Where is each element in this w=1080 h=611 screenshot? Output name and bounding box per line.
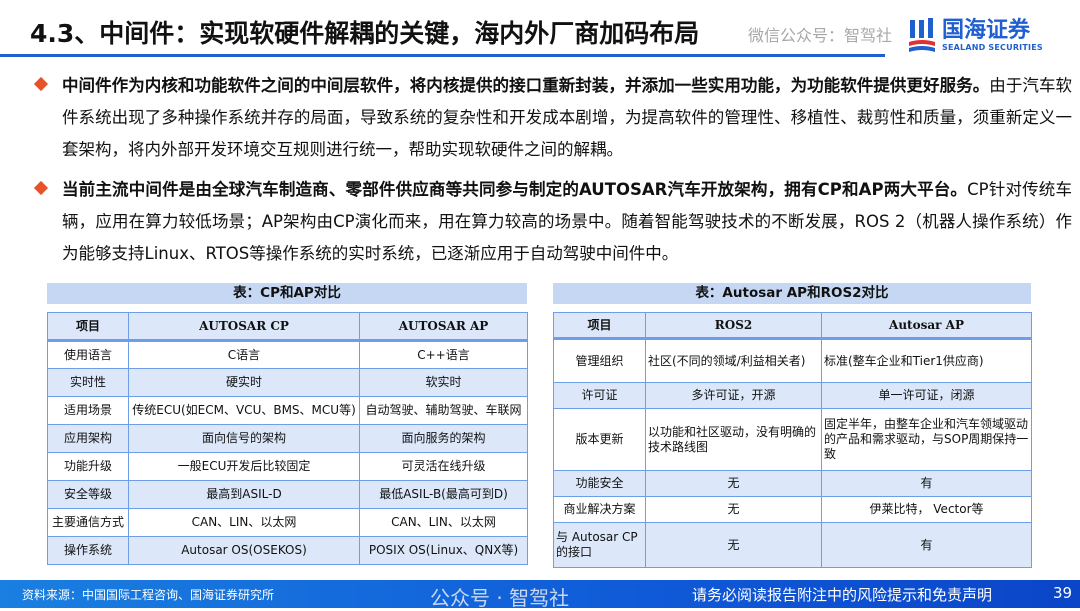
watermark: 微信公众号：智驾社 <box>748 26 893 45</box>
table-row: 许可证 多许可证，开源 单一许可证，闭源 <box>553 382 1032 409</box>
table-cell: 传统ECU(如ECM、VCU、BMS、MCU等) <box>128 396 360 425</box>
bullet-text: 由于汽车软件系统出现了多种操作系统并存的局面，导致系统的复杂性和开发成本剧增，为… <box>62 76 1073 159</box>
table-cell: 单一许可证，闭源 <box>821 382 1032 409</box>
table-row: 安全等级 最高到ASIL-D 最低ASIL-B(最高可到D) <box>47 480 528 509</box>
logo-mark-icon <box>909 18 935 52</box>
table-cell: Autosar AP <box>821 312 1032 340</box>
table-cell: 多许可证，开源 <box>645 382 822 409</box>
table-cell: CAN、LIN、以太网 <box>359 508 528 537</box>
page-number: 39 <box>1053 584 1073 602</box>
logo-en: SEALAND SECURITIES <box>942 42 1043 52</box>
table-cell: 硬实时 <box>128 368 360 397</box>
table-cell: C++语言 <box>359 340 528 369</box>
logo-cn: 国海证券 <box>942 17 1031 43</box>
table-cell: 自动驾驶、辅助驾驶、车联网 <box>359 396 528 425</box>
table-cell: 一般ECU开发后比较固定 <box>128 452 360 481</box>
ap-ros2-table: 项目 ROS2 Autosar AP 管理组织 社区(不同的领域/利益相关者) 标准(整车… <box>553 312 1032 568</box>
table-row: 主要通信方式 CAN、LIN、以太网 CAN、LIN、以太网 <box>47 508 528 537</box>
table-cell: 面向服务的架构 <box>359 424 528 453</box>
cp-ap-table: 项目 AUTOSAR CP AUTOSAR AP 使用语言 C语言 C++语言 实时性 硬实时… <box>47 312 528 565</box>
table-cell: 固定半年，由整车企业和汽车领域驱动的产品和需求驱动，与SOP周期保持一致 <box>821 408 1032 471</box>
table-row: 商业解决方案无伊莱比特， Vector等 <box>553 496 1032 523</box>
table-cell: 面向信号的架构 <box>128 424 360 453</box>
table-row: 功能升级 一般ECU开发后比较固定 可灵活在线升级 <box>47 452 528 481</box>
table-cell: 与 Autosar CP 的接口 <box>553 522 646 568</box>
table-cell: 操作系统 <box>47 536 129 565</box>
table-cell: 主要通信方式 <box>47 508 129 537</box>
table-cell: AUTOSAR CP <box>128 312 360 342</box>
watermark: 公众号 · 智驾社 <box>430 586 570 610</box>
table-cell: C语言 <box>128 340 360 369</box>
table-cell: 应用架构 <box>47 424 129 453</box>
company-logo: 国海证券 SEALAND SECURITIES <box>908 16 1043 54</box>
table-row: 功能安全无有 <box>553 470 1032 497</box>
page-title: 4.3、中间件：实现软硬件解耦的关键，海内外厂商加码布局 <box>30 19 700 48</box>
table-cell: 软实时 <box>359 368 528 397</box>
table-cell: 版本更新 <box>553 408 646 471</box>
table-cell: 无 <box>645 470 822 497</box>
table-cell: 以功能和社区驱动，没有明确的技术路线图 <box>645 408 822 471</box>
table-header-row: 项目 ROS2 Autosar AP <box>553 312 1032 340</box>
table-cell: 功能安全 <box>553 470 646 497</box>
table-cell: 标准(整车企业和Tier1供应商) <box>821 338 1032 383</box>
table-row: 版本更新 以功能和社区驱动，没有明确的技术路线图 固定半年，由整车企业和汽车领域驱动… <box>553 408 1032 471</box>
diamond-bullet-icon <box>33 76 49 92</box>
table-row: 适用场景 传统ECU(如ECM、VCU、BMS、MCU等) 自动驾驶、辅助驾驶、车联… <box>47 396 528 425</box>
table-row: 应用架构 面向信号的架构 面向服务的架构 <box>47 424 528 453</box>
table-cell: 实时性 <box>47 368 129 397</box>
table-cell: ROS2 <box>645 312 822 340</box>
table-cell: 有 <box>821 522 1032 568</box>
diamond-bullet-icon <box>33 180 49 196</box>
table-cell: AUTOSAR AP <box>359 312 528 342</box>
table-cell: POSIX OS(Linux、QNX等) <box>359 536 528 565</box>
table-cell: 管理组织 <box>553 338 646 383</box>
table-cell: 无 <box>645 522 822 568</box>
bullet-bold: 当前主流中间件是由全球汽车制造商、零部件供应商等共同参与制定的AUTOSAR汽车… <box>62 180 968 199</box>
table-row: 实时性 硬实时 软实时 <box>47 368 528 397</box>
table-cell: 项目 <box>553 312 646 340</box>
table-cell: 适用场景 <box>47 396 129 425</box>
table-row: 管理组织 社区(不同的领域/利益相关者) 标准(整车企业和Tier1供应商) <box>553 338 1032 383</box>
table2-caption: 表：Autosar AP和ROS2对比 <box>553 283 1031 304</box>
table1-caption: 表：CP和AP对比 <box>47 283 527 304</box>
bullet-1: 中间件作为内核和功能软件之间的中间层软件，将内核提供的接口重新封装，并添加一些实… <box>33 70 1073 166</box>
table-cell: 功能升级 <box>47 452 129 481</box>
table-cell: 无 <box>645 496 822 523</box>
bullet-text: CP针对传统车辆，应用在算力较低场景；AP架构由CP演化而来，用在算力较高的场景… <box>62 180 1072 263</box>
table-cell: 最低ASIL-B(最高可到D) <box>359 480 528 509</box>
table-cell: 可灵活在线升级 <box>359 452 528 481</box>
table-cell: 有 <box>821 470 1032 497</box>
table-cell: 安全等级 <box>47 480 129 509</box>
bullet-2: 当前主流中间件是由全球汽车制造商、零部件供应商等共同参与制定的AUTOSAR汽车… <box>33 174 1072 270</box>
table-cell: Autosar OS(OSEKOS) <box>128 536 360 565</box>
table-header-row: 项目 AUTOSAR CP AUTOSAR AP <box>47 312 528 342</box>
table-cell: 使用语言 <box>47 340 129 369</box>
table-cell: 伊莱比特， Vector等 <box>821 496 1032 523</box>
source-note: 资料来源：中国国际工程咨询、国海证券研究所 <box>22 588 275 602</box>
table-cell: 商业解决方案 <box>553 496 646 523</box>
table-row: 操作系统 Autosar OS(OSEKOS) POSIX OS(Linux、QNX… <box>47 536 528 565</box>
title-divider <box>0 54 885 57</box>
table-row: 使用语言 C语言 C++语言 <box>47 340 528 369</box>
table-cell: CAN、LIN、以太网 <box>128 508 360 537</box>
bullet-bold: 中间件作为内核和功能软件之间的中间层软件，将内核提供的接口重新封装，并添加一些实… <box>62 76 990 95</box>
table-cell: 许可证 <box>553 382 646 409</box>
table-cell: 社区(不同的领域/利益相关者) <box>645 338 822 383</box>
table-cell: 最高到ASIL-D <box>128 480 360 509</box>
table-row: 与 Autosar CP 的接口无有 <box>553 522 1032 568</box>
disclaimer: 请务必阅读报告附注中的风险提示和免责声明 <box>692 586 993 604</box>
footer: 资料来源：中国国际工程咨询、国海证券研究所 公众号 · 智驾社 请务必阅读报告附… <box>0 580 1080 610</box>
table-cell: 项目 <box>47 312 129 342</box>
